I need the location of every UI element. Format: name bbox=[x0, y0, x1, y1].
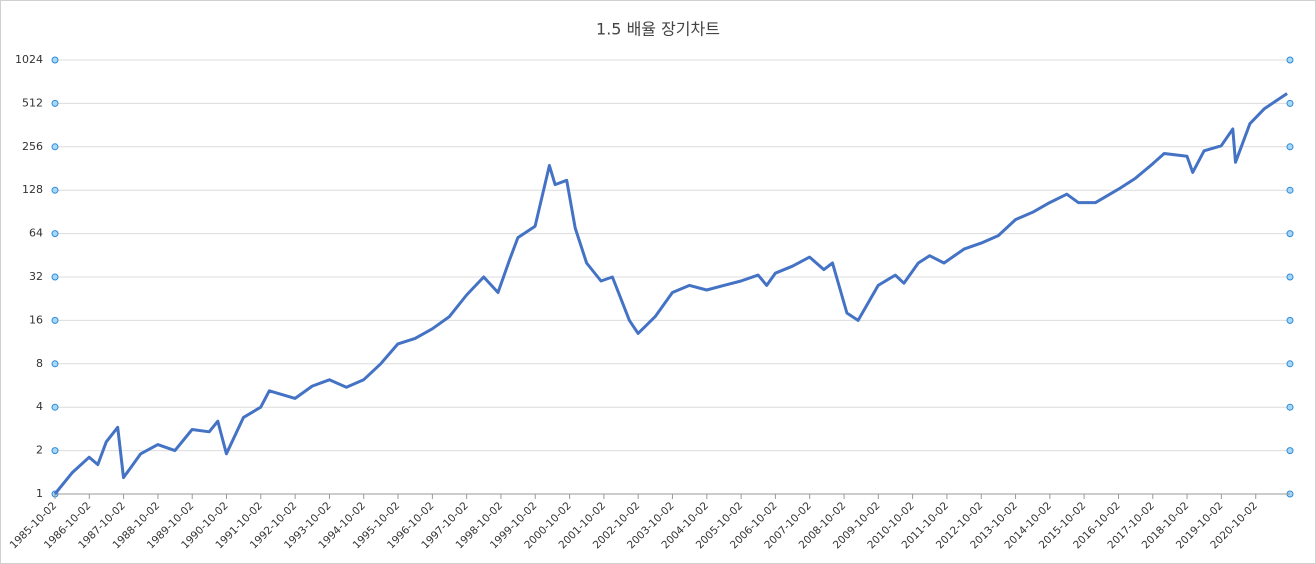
y2-tick-marker bbox=[1286, 360, 1294, 368]
y2-tick-marker bbox=[1286, 186, 1294, 194]
y-tick-marker bbox=[51, 56, 59, 64]
y-tick-label: 16 bbox=[29, 313, 43, 326]
y-tick-marker bbox=[51, 403, 59, 411]
y2-tick-marker bbox=[1286, 273, 1294, 281]
y-tick-label: 2 bbox=[36, 444, 43, 457]
y-tick-label: 128 bbox=[22, 183, 43, 196]
y2-tick-marker bbox=[1286, 447, 1294, 455]
y-tick-label: 32 bbox=[29, 270, 43, 283]
y-tick-label: 1 bbox=[36, 487, 43, 500]
y2-tick-marker bbox=[1286, 56, 1294, 64]
y-tick-label: 1024 bbox=[15, 53, 43, 66]
y2-tick-marker bbox=[1286, 230, 1294, 238]
line-series bbox=[53, 92, 1288, 495]
y-tick-label: 8 bbox=[36, 357, 43, 370]
y2-tick-marker bbox=[1286, 403, 1294, 411]
y-tick-marker bbox=[51, 316, 59, 324]
y-tick-label: 512 bbox=[22, 96, 43, 109]
y-tick-marker bbox=[51, 360, 59, 368]
y-tick-marker bbox=[51, 447, 59, 455]
y-tick-marker bbox=[51, 99, 59, 107]
y-tick-marker bbox=[51, 230, 59, 238]
y-tick-label: 256 bbox=[22, 140, 43, 153]
y-tick-marker bbox=[51, 273, 59, 281]
y-tick-label: 64 bbox=[29, 227, 43, 240]
chart-title: 1.5 배율 장기차트 bbox=[596, 20, 720, 39]
y-tick-marker bbox=[51, 143, 59, 151]
y-tick-marker bbox=[51, 186, 59, 194]
y2-tick-marker bbox=[1286, 316, 1294, 324]
y-tick-label: 4 bbox=[36, 400, 43, 413]
y2-tick-marker bbox=[1286, 143, 1294, 151]
y2-tick-marker bbox=[1286, 99, 1294, 107]
